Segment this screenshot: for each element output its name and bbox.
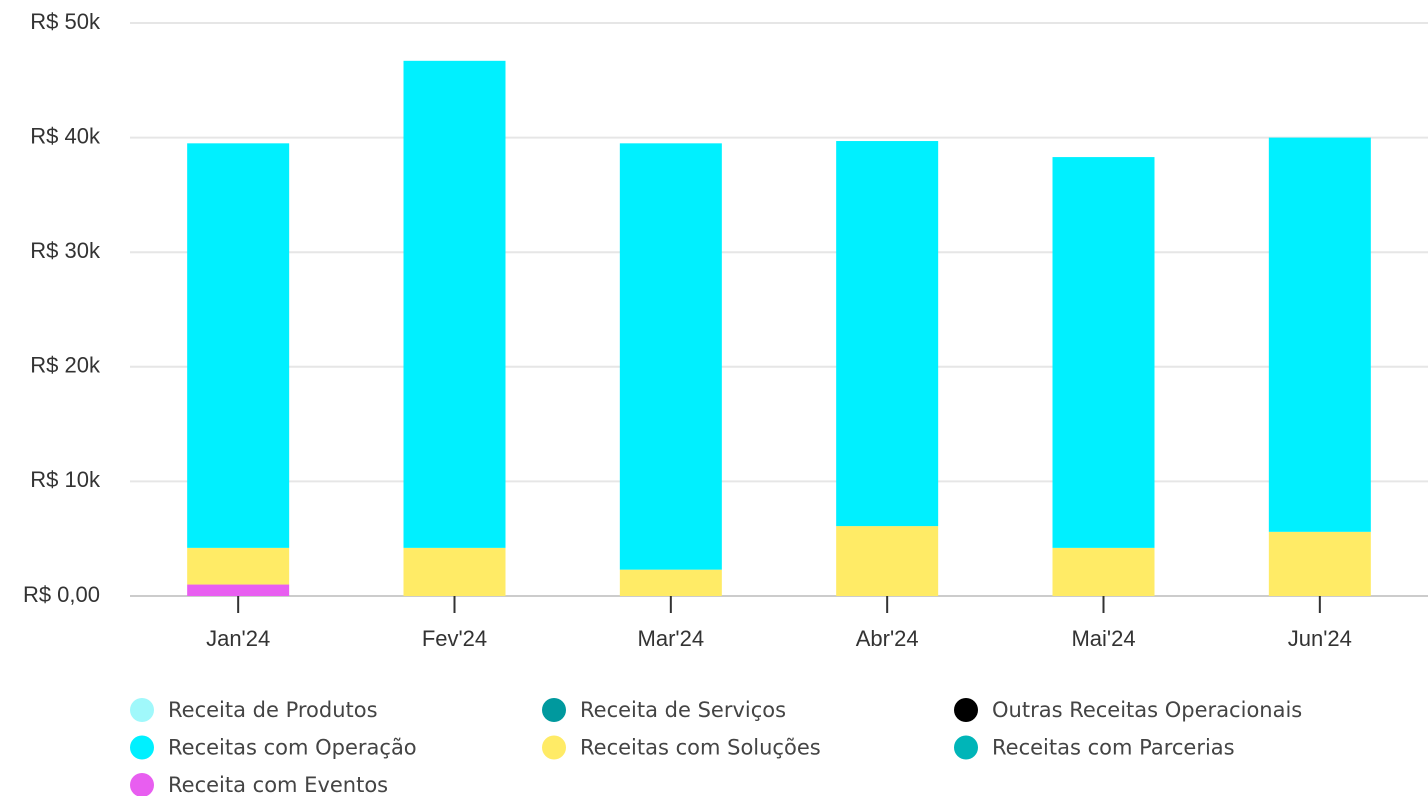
legend-swatch	[542, 735, 566, 760]
bar-segment	[619, 569, 722, 596]
x-tick-label: Jan'24	[206, 626, 270, 651]
bar-segment	[1052, 547, 1155, 596]
y-tick-label: R$ 10k	[30, 467, 101, 492]
legend-swatch	[130, 698, 154, 722]
y-tick-label: R$ 40k	[30, 123, 101, 148]
legend-swatch	[954, 698, 978, 722]
bar-segment	[403, 547, 506, 596]
bar-segment	[1268, 531, 1371, 596]
y-tick-label: R$ 20k	[30, 353, 101, 378]
legend-swatch	[542, 698, 566, 722]
legend-label: Receita de Serviços	[580, 698, 786, 722]
legend-label: Receita com Eventos	[168, 773, 388, 796]
legend-swatch	[130, 773, 154, 796]
bar-segment	[836, 526, 939, 596]
legend-label: Receitas com Parcerias	[992, 736, 1235, 760]
bar-segment	[836, 141, 939, 527]
legend-swatch	[954, 735, 978, 760]
y-tick-label: R$ 50k	[30, 9, 101, 34]
legend-label: Outras Receitas Operacionais	[992, 698, 1302, 722]
x-tick-label: Abr'24	[856, 626, 919, 651]
x-tick-label: Jun'24	[1288, 626, 1352, 651]
x-tick-label: Mai'24	[1071, 626, 1135, 651]
bar-segment	[403, 60, 506, 548]
bar-segment	[619, 143, 722, 570]
x-tick-label: Fev'24	[422, 626, 487, 651]
y-tick-label: R$ 30k	[30, 238, 101, 263]
bar-segment	[187, 584, 290, 596]
x-tick-label: Mar'24	[638, 626, 705, 651]
y-tick-label: R$ 0,00	[23, 582, 100, 607]
legend-label: Receita de Produtos	[168, 698, 378, 722]
legend-swatch	[130, 735, 154, 760]
bar-segment	[187, 143, 290, 548]
legend-label: Receitas com Operação	[168, 736, 417, 760]
bar-segment	[187, 547, 290, 585]
bar-segment	[1052, 157, 1155, 548]
bar-segment	[1268, 137, 1371, 532]
legend-label: Receitas com Soluções	[580, 736, 821, 760]
